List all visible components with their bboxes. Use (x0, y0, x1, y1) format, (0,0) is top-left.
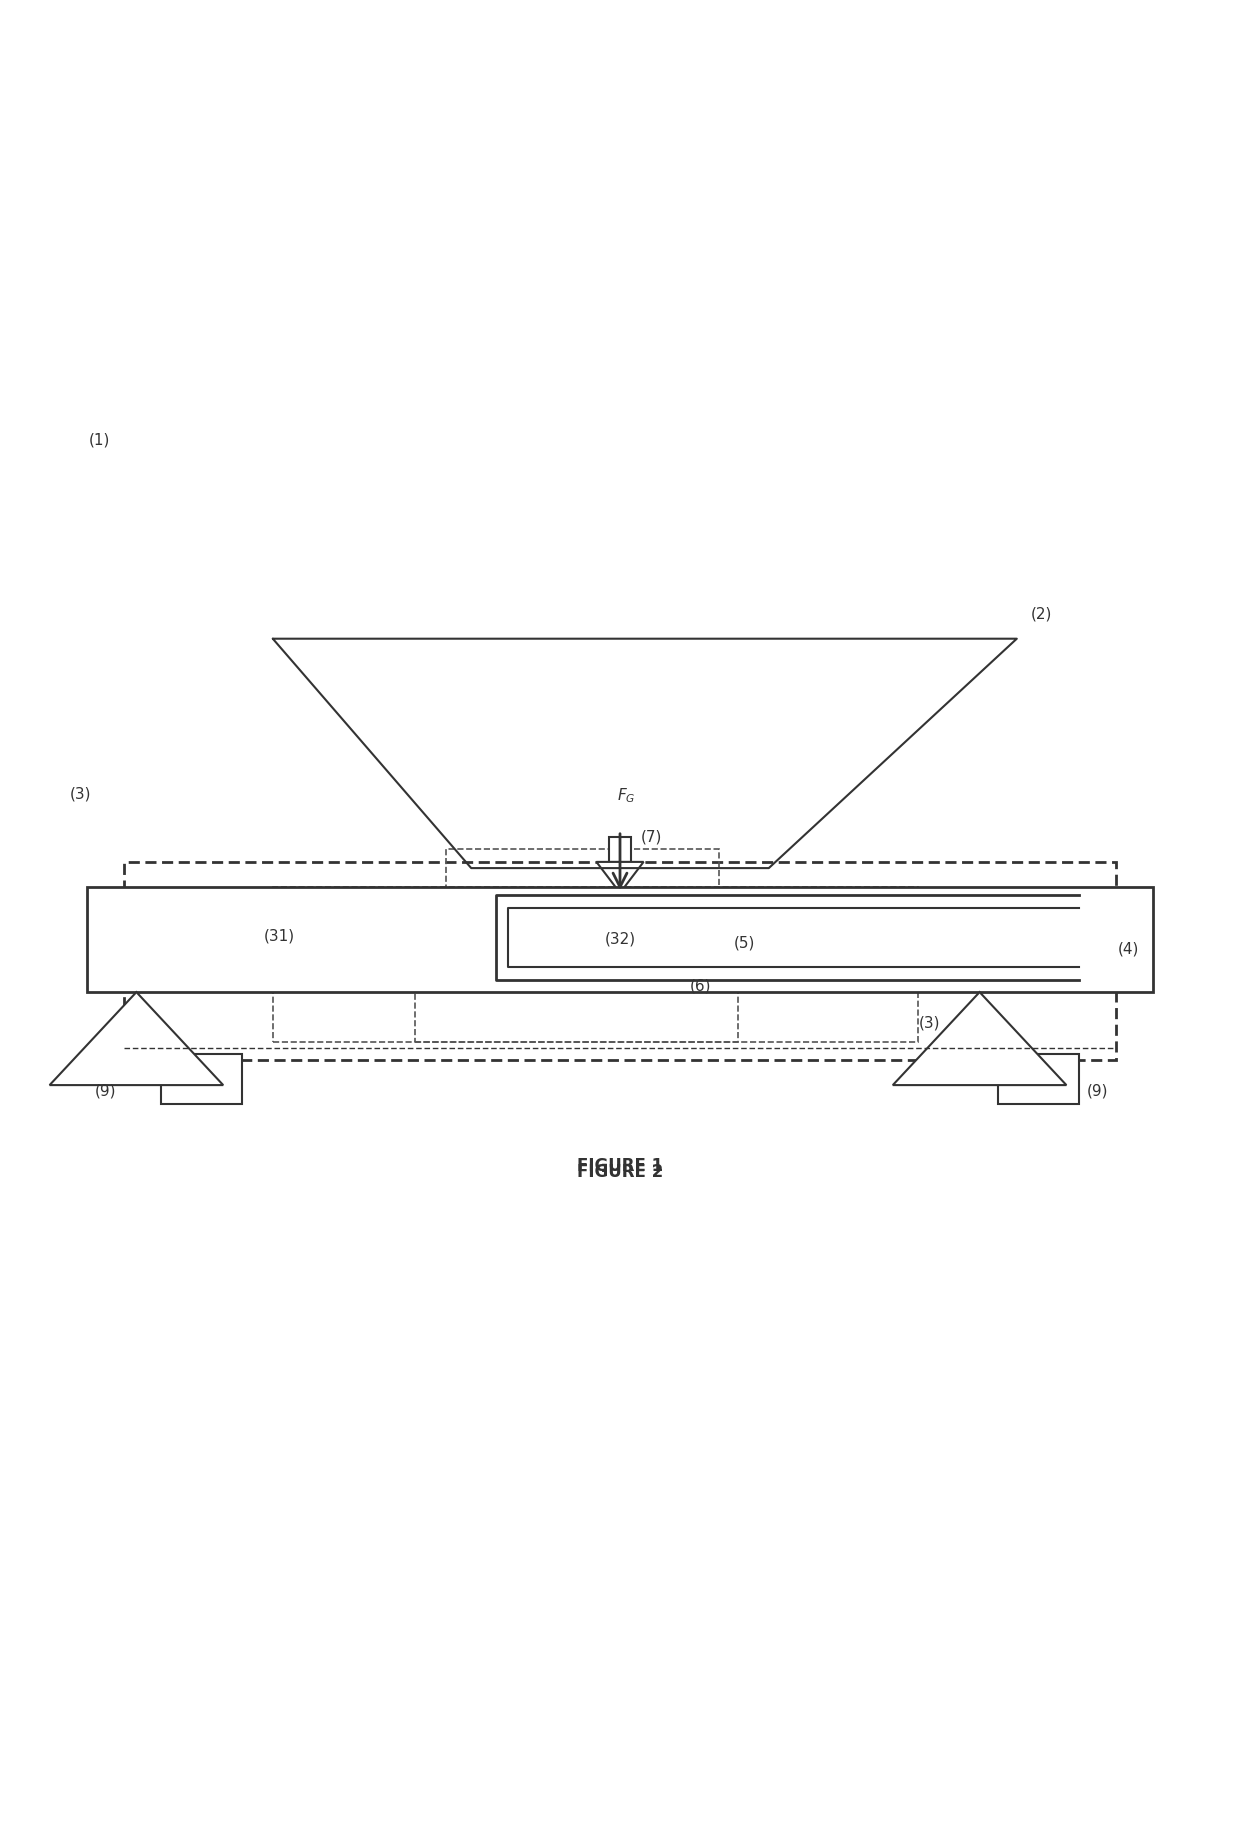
Text: (6): (6) (689, 979, 712, 994)
Text: FIGURE 1: FIGURE 1 (577, 1158, 663, 1174)
Text: FIGURE 2: FIGURE 2 (577, 1163, 663, 1181)
Bar (415, 899, 738, 986)
Bar (87, 886, 1153, 992)
Text: (2): (2) (1030, 607, 1053, 622)
Bar (415, 961, 738, 1041)
Text: (3): (3) (69, 786, 92, 800)
Text: (32): (32) (604, 932, 636, 946)
Text: (3): (3) (919, 1015, 941, 1030)
Bar (446, 850, 719, 930)
Text: (1): (1) (88, 432, 110, 448)
Text: (4): (4) (1117, 941, 1140, 957)
Polygon shape (50, 992, 223, 1085)
Text: (9): (9) (1086, 1085, 1109, 1099)
Bar (609, 837, 631, 862)
Bar (998, 1054, 1079, 1103)
Polygon shape (893, 992, 1066, 1085)
Bar (124, 862, 1116, 1061)
Bar (273, 886, 918, 1041)
Text: (5): (5) (733, 935, 755, 950)
Text: $F_G$: $F_G$ (618, 786, 635, 806)
Polygon shape (596, 862, 644, 893)
Text: (9): (9) (94, 1085, 117, 1099)
Bar (161, 1054, 242, 1103)
Text: (31): (31) (263, 928, 295, 944)
Text: (7): (7) (640, 829, 662, 844)
